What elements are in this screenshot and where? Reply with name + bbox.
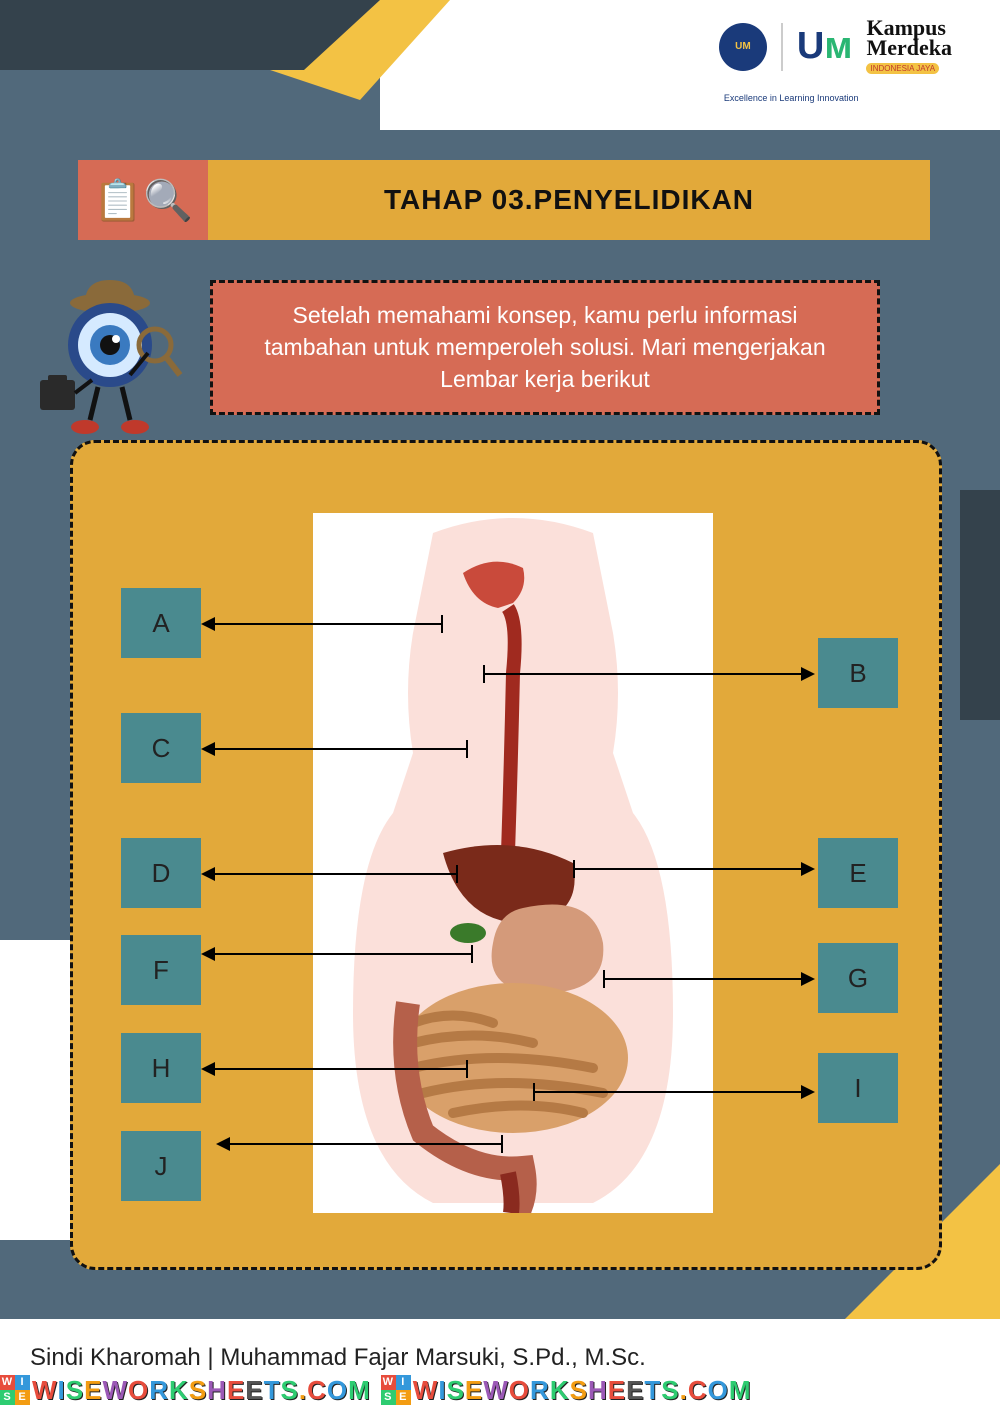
arrow-g <box>603 978 813 980</box>
arrow-b <box>483 673 813 675</box>
clipboard-search-icon: 📋🔍 <box>93 177 193 224</box>
logo-row: UM Excellence in Learning Innovation Uᴍ … <box>719 18 952 76</box>
kampus-merdeka-logo: Kampus Merdeka INDONESIA JAYA <box>866 18 952 76</box>
logo-tagline: Excellence in Learning Innovation <box>724 93 859 103</box>
arrow-a <box>203 623 443 625</box>
arrow-d <box>203 873 458 875</box>
arrow-h <box>203 1068 468 1070</box>
detective-eye-mascot-icon <box>30 275 190 445</box>
label-box-b[interactable]: B <box>818 638 898 708</box>
label-box-e[interactable]: E <box>818 838 898 908</box>
title-bar: 📋🔍 TAHAP 03.PENYELIDIKAN <box>78 160 930 240</box>
watermark: WISEWISEWORKSHEETS.COMWISEWISEWORKSHEETS… <box>0 1375 1000 1406</box>
digestive-system-diagram <box>313 513 713 1213</box>
label-box-d[interactable]: D <box>121 838 201 908</box>
arrow-j <box>218 1143 503 1145</box>
label-box-f[interactable]: F <box>121 935 201 1005</box>
label-box-j[interactable]: J <box>121 1131 201 1201</box>
label-box-g[interactable]: G <box>818 943 898 1013</box>
author-credit: Sindi Kharomah | Muhammad Fajar Marsuki,… <box>30 1344 646 1372</box>
arrow-c <box>203 748 468 750</box>
page-title: TAHAP 03.PENYELIDIKAN <box>208 184 930 216</box>
instruction-text: Setelah memahami konsep, kamu perlu info… <box>264 302 825 392</box>
university-seal-icon: UM <box>719 23 767 71</box>
arrow-f <box>203 953 473 955</box>
label-box-c[interactable]: C <box>121 713 201 783</box>
label-box-h[interactable]: H <box>121 1033 201 1103</box>
um-logo-icon: Uᴍ <box>797 25 853 68</box>
arrow-e <box>573 868 813 870</box>
label-box-a[interactable]: A <box>121 588 201 658</box>
label-box-i[interactable]: I <box>818 1053 898 1123</box>
arrow-i <box>533 1091 813 1093</box>
title-icon-box: 📋🔍 <box>78 160 208 240</box>
accent-dark-right <box>960 490 1000 720</box>
instruction-box: Setelah memahami konsep, kamu perlu info… <box>210 280 880 415</box>
accent-white-left <box>0 940 70 1240</box>
logo-divider <box>781 23 783 71</box>
worksheet-panel: A B CD E F G H I J <box>70 440 942 1270</box>
